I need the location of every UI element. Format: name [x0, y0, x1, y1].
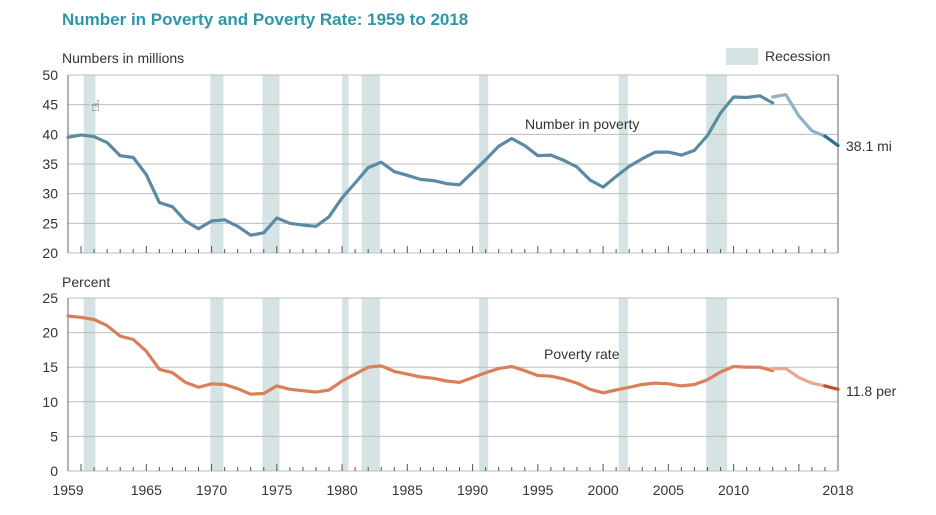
poverty-rate-annotation: Poverty rate: [544, 346, 620, 362]
legend-label-recession: Recession: [765, 48, 830, 64]
number-series-line-0: [66, 94, 775, 237]
rate-ytick-label-0: 0: [50, 463, 58, 479]
poverty-rate-end-label: 11.8 per: [846, 383, 897, 399]
chart-title: Number in Poverty and Poverty Rate: 1959…: [62, 10, 468, 29]
rate-ytick-label-4: 20: [42, 325, 58, 341]
number-ytick-label-2: 30: [42, 186, 58, 202]
rate-ytick-label-3: 15: [42, 359, 58, 375]
rate-ytick-label-1: 5: [50, 428, 58, 444]
xtick-label-1995: 1995: [522, 482, 553, 498]
xtick-label-1965: 1965: [131, 482, 162, 498]
xtick-label-1975: 1975: [261, 482, 292, 498]
xtick-label-1980: 1980: [326, 482, 357, 498]
rate-recession-band-3: [342, 298, 349, 471]
number-in-poverty-annotation: Number in poverty: [525, 116, 639, 132]
number-in-poverty-end-label: 38.1 mi: [846, 138, 892, 154]
number-in-poverty-panel: 20 25 30 35 40 45 50: [42, 67, 840, 261]
xtick-label-1985: 1985: [392, 482, 423, 498]
xtick-label-1959: 1959: [52, 482, 83, 498]
rate-recession-band-6: [618, 298, 628, 471]
rate-recession-band-5: [479, 298, 489, 471]
hand-cursor-icon: ☝: [91, 97, 100, 115]
poverty-rate-panel: 0 5 10 15 20 25 1959 1965 1970 1975 1980 1985 1990 19…: [42, 290, 853, 498]
number-ytick-label-1: 25: [42, 215, 58, 231]
number-ytick-label-3: 35: [42, 156, 58, 172]
xtick-label-1990: 1990: [457, 482, 488, 498]
number-ytick-label-6: 50: [42, 67, 58, 83]
number-ytick-label-4: 40: [42, 126, 58, 142]
number-series-line-1: [771, 92, 827, 138]
xtick-label-2018: 2018: [822, 482, 853, 498]
rate-recession-band-4: [361, 298, 380, 471]
xtick-label-2005: 2005: [653, 482, 684, 498]
top-panel-ylabel: Numbers in millions: [62, 50, 184, 66]
number-ytick-label-0: 20: [42, 245, 58, 261]
number-ytick-label-5: 45: [42, 97, 58, 113]
rate-series-line-2: [823, 384, 840, 391]
legend-swatch-recession: [726, 48, 758, 65]
xtick-label-1970: 1970: [196, 482, 227, 498]
rate-ytick-label-5: 25: [42, 290, 58, 306]
rate-recession-band-7: [706, 298, 728, 471]
bottom-panel-ylabel: Percent: [62, 274, 110, 290]
rate-recession-band-2: [262, 298, 280, 471]
rate-series-line-0: [66, 314, 775, 396]
rate-series-line-1: [771, 367, 827, 388]
rate-ytick-label-2: 10: [42, 394, 58, 410]
xtick-label-2000: 2000: [588, 482, 619, 498]
xtick-label-2010: 2010: [718, 482, 749, 498]
number-series-line-2: [823, 134, 840, 148]
rate-recession-band-0: [83, 298, 96, 471]
